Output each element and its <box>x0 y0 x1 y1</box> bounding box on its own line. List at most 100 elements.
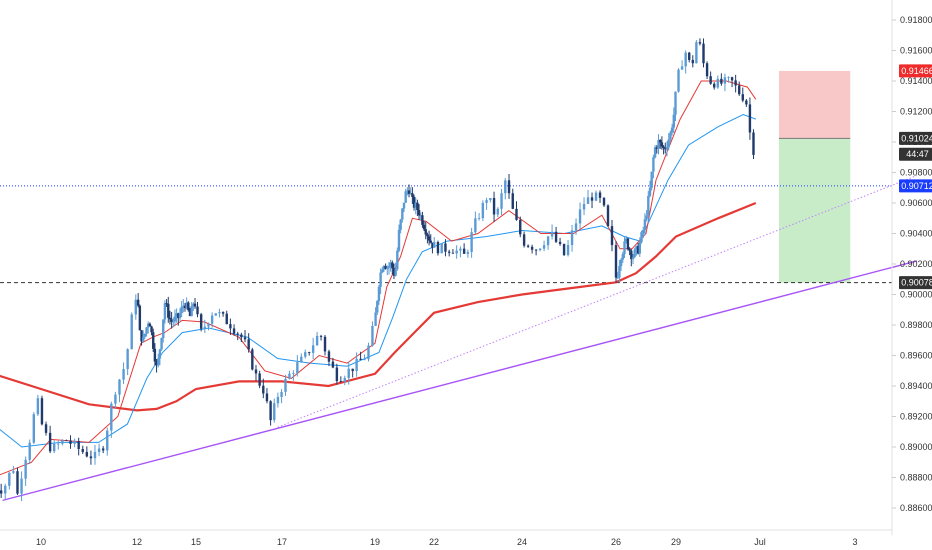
trend-line-dotted[interactable] <box>277 175 917 428</box>
candle-body <box>162 319 165 339</box>
candle-body <box>618 266 621 278</box>
candle-body <box>614 245 618 278</box>
candle-body <box>323 336 327 352</box>
candle-body <box>355 358 358 372</box>
candle-body <box>327 351 331 362</box>
take-profit-zone[interactable] <box>779 138 851 283</box>
candle-body <box>522 234 526 246</box>
candle-body <box>606 205 610 227</box>
price-tag: 0.91466 <box>899 64 932 78</box>
candle-body <box>276 396 280 404</box>
candle-body <box>141 336 145 342</box>
candle-body <box>214 313 217 316</box>
candle-body <box>650 171 653 188</box>
candle-body <box>319 335 323 337</box>
candle-body <box>705 63 709 77</box>
candle-body <box>674 91 677 115</box>
candle-body <box>280 391 283 397</box>
candle-body <box>126 349 129 370</box>
price-tick-label: 0.89800 <box>900 320 932 330</box>
candle-body <box>178 313 182 319</box>
candle-body <box>170 319 173 322</box>
candle-body <box>659 140 662 143</box>
candle-body <box>542 245 546 249</box>
candle-body <box>188 310 192 317</box>
trend-line-solid[interactable] <box>2 260 917 502</box>
candle-body <box>296 362 299 374</box>
price-tag-background <box>899 276 932 290</box>
candle-body <box>431 242 434 248</box>
candle-body <box>657 140 660 149</box>
candle-body <box>386 267 389 269</box>
candle-body <box>93 451 97 459</box>
candle-body <box>640 232 643 243</box>
candle-body <box>655 147 658 149</box>
candle-body <box>351 368 354 372</box>
candle-body <box>451 252 455 254</box>
candle-body <box>110 403 113 431</box>
candle-body <box>0 490 3 494</box>
candle-body <box>163 303 167 320</box>
candle-body <box>669 132 672 140</box>
candle-body <box>304 352 307 357</box>
candle-body <box>462 248 466 254</box>
candle-body <box>292 373 295 374</box>
candle-body <box>273 403 276 421</box>
price-tick-label: 0.91800 <box>900 15 932 25</box>
candle-body <box>392 268 396 276</box>
price-tick-label: 0.90000 <box>900 290 932 300</box>
candle-body <box>32 414 35 443</box>
candle-body <box>695 42 698 64</box>
candle-body <box>723 77 727 84</box>
price-tag-background <box>899 131 932 145</box>
candle-body <box>225 313 228 325</box>
candle-body <box>748 104 752 133</box>
candle-body <box>411 193 414 197</box>
candle-body <box>308 352 311 353</box>
candle-body <box>185 302 188 309</box>
price-tick-label: 0.90200 <box>900 259 932 269</box>
candle-body <box>48 432 52 452</box>
candle-body <box>148 323 152 327</box>
candle-body <box>653 147 657 158</box>
candle-body <box>652 157 655 172</box>
candle-body <box>363 359 366 360</box>
candle-body <box>459 248 462 251</box>
candle-body <box>374 312 377 326</box>
price-axis[interactable]: 0.918000.916000.914000.912000.910000.908… <box>891 0 932 535</box>
candle-body <box>672 114 675 128</box>
candle-body <box>684 52 687 67</box>
candle-body <box>727 77 730 79</box>
price-tick-label: 0.88600 <box>900 503 932 513</box>
candle-body <box>550 231 554 237</box>
candle-body <box>381 269 384 273</box>
candle-body <box>455 250 458 254</box>
candle-body <box>638 242 641 254</box>
price-tag: 0.90712 <box>899 179 932 193</box>
time-axis[interactable]: 10 12 15 17 19 22 24 26 29 Jul 3 <box>0 529 892 547</box>
candle-body <box>157 358 160 366</box>
candle-body <box>709 76 712 84</box>
candle-body <box>243 337 247 340</box>
price-tag-label: 0.91466 <box>901 66 932 76</box>
candle-body <box>628 249 631 251</box>
candle-body <box>168 317 172 320</box>
candle-body <box>384 265 387 269</box>
candle-body <box>130 314 133 350</box>
price-tag-label: 0.90712 <box>901 181 932 191</box>
stop-loss-zone[interactable] <box>779 70 851 139</box>
candle-body <box>616 277 619 279</box>
candle-body <box>155 361 158 366</box>
candle-body <box>44 424 48 433</box>
candle-body <box>702 43 705 64</box>
candle-body <box>8 472 11 486</box>
candle-body <box>339 381 343 382</box>
candle-body <box>379 272 382 287</box>
price-tick-label: 0.91600 <box>900 46 932 56</box>
candle-body <box>196 306 199 315</box>
candle-body <box>182 305 185 307</box>
time-tick-label: 12 <box>132 537 142 547</box>
candle-body <box>371 325 374 346</box>
